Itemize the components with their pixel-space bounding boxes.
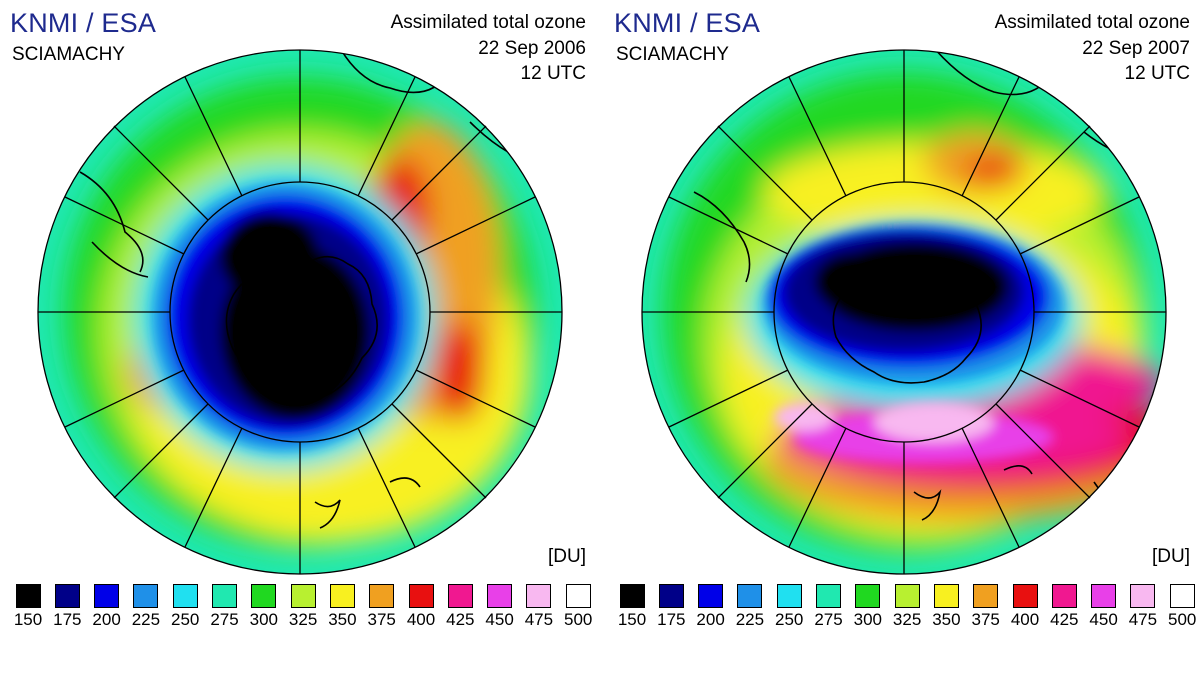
scale-tick-label: 300 [249,610,278,629]
scale-tick-label: 500 [564,610,593,629]
date-label: 22 Sep 2007 [1082,38,1190,59]
scale-tick-label: 250 [171,610,200,629]
scale-swatch [447,584,473,608]
scale-tick-label: 475 [1128,610,1158,629]
scale-tick-label: 175 [657,610,686,629]
scale-tick-label: 150 [13,610,43,629]
scale-swatch [212,584,237,608]
scale-swatch [94,584,120,608]
ozone-map-2006 [37,49,563,575]
color-scale: 150 175 200 225 250 275 300 325 350 375 400 425 450 4… [612,584,1197,644]
scale-swatch [15,584,41,608]
scale-tick-label: 450 [485,610,514,629]
scale-tick-label: 500 [1168,610,1197,629]
graticule [641,49,1167,575]
scale-tick-label: 425 [1050,610,1079,629]
scale-swatch [816,584,841,608]
scale-swatch [894,584,920,608]
scale-tick-label: 425 [446,610,475,629]
time-label: 12 UTC [520,63,586,84]
scale-swatch [251,584,277,608]
scale-tick-label: 225 [131,610,161,629]
scale-swatch [290,584,316,608]
scale-tick-label: 250 [775,610,804,629]
scale-swatch [1130,584,1156,608]
time-label: 12 UTC [1124,63,1190,84]
scale-swatch [933,584,959,608]
scale-swatch [973,584,999,608]
product-label: Assimilated total ozone [390,12,586,33]
scale-swatch [737,584,763,608]
scale-swatch [1051,584,1077,608]
scale-tick-label: 375 [971,610,1000,629]
ozone-map-2007 [641,49,1167,575]
color-scale: 150 175 200 225 250 275 300 325 350 375 400 425 450 4… [8,584,593,644]
scale-swatch [1012,584,1038,608]
brand-title: KNMI / ESA [614,8,761,38]
scale-swatch [487,584,513,608]
scale-swatch [369,584,395,608]
scale-swatch [698,584,724,608]
instrument-label: SCIAMACHY [616,44,729,65]
scale-swatch [133,584,159,608]
scale-swatch [658,584,684,608]
scale-tick-label: 275 [814,610,843,629]
scale-tick-label: 400 [406,610,436,629]
instrument-label: SCIAMACHY [12,44,125,65]
scale-tick-label: 450 [1089,610,1118,629]
scale-swatch [172,584,198,608]
scale-tick-label: 375 [367,610,396,629]
unit-label: [DU] [548,546,586,567]
scale-tick-label: 400 [1010,610,1040,629]
scale-tick-label: 150 [617,610,647,629]
scale-swatch [1091,584,1117,608]
scale-tick-label: 475 [524,610,554,629]
scale-tick-label: 325 [892,610,922,629]
scale-tick-label: 325 [288,610,318,629]
brand-title: KNMI / ESA [10,8,157,38]
scale-swatch [54,584,80,608]
scale-tick-label: 300 [853,610,882,629]
scale-swatch [329,584,355,608]
scale-swatch [776,584,802,608]
scale-swatch [1169,584,1195,608]
scale-tick-label: 225 [735,610,765,629]
scale-tick-label: 350 [328,610,357,629]
scale-tick-label: 175 [53,610,82,629]
scale-swatch [619,584,645,608]
scale-tick-label: 275 [210,610,239,629]
product-label: Assimilated total ozone [994,12,1190,33]
scale-swatch [408,584,434,608]
unit-label: [DU] [1152,546,1190,567]
date-label: 22 Sep 2006 [478,38,586,59]
ozone-panel-2007: KNMI / ESA SCIAMACHY Assimilated total o… [604,0,1200,675]
graticule [37,49,563,575]
scale-swatch [526,584,552,608]
scale-tick-label: 350 [932,610,961,629]
ozone-panel-2006: KNMI / ESA SCIAMACHY Assimilated total o… [8,8,593,644]
scale-swatch [565,584,591,608]
scale-tick-label: 200 [92,610,121,629]
scale-tick-label: 200 [696,610,725,629]
scale-swatch [855,584,881,608]
